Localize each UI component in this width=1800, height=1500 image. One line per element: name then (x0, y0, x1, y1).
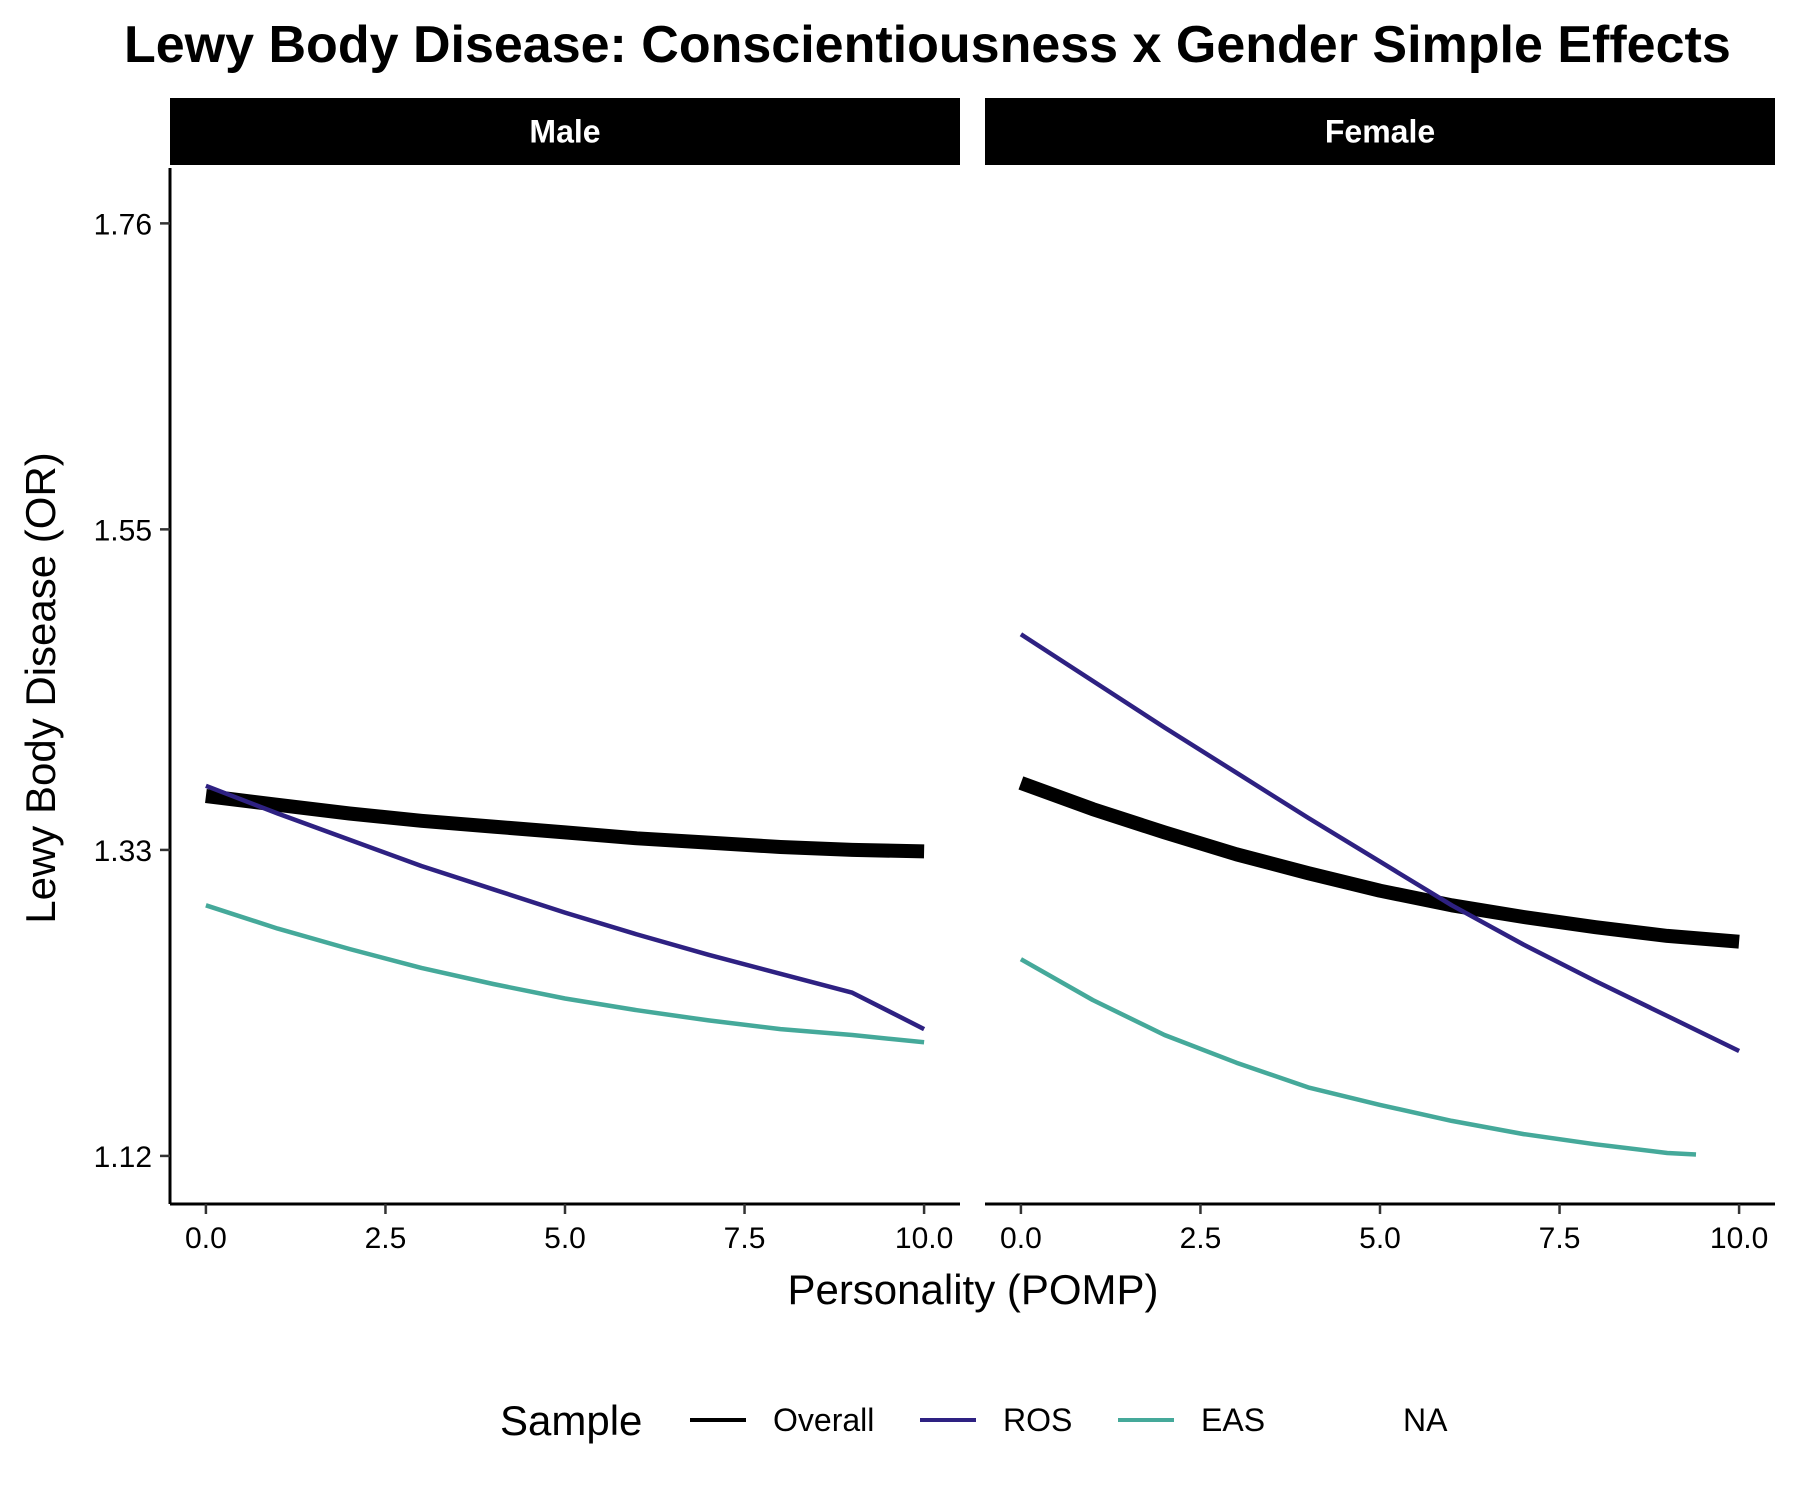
facet-strip (170, 98, 960, 165)
x-tick-label: 7.5 (724, 1222, 766, 1255)
x-axis-title: Personality (POMP) (787, 1266, 1158, 1313)
facet-strip (985, 98, 1775, 165)
legend-title: Sample (500, 1397, 642, 1444)
x-tick-label: 2.5 (1180, 1222, 1222, 1255)
legend: Sample Overall ROS EAS NA (500, 1397, 1448, 1444)
chart-title: Lewy Body Disease: Conscientiousness x G… (124, 16, 1731, 74)
legend-label: NA (1403, 1402, 1448, 1438)
legend-label: Overall (773, 1402, 874, 1438)
series-line-overall-male (205, 789, 925, 859)
legend-entry-ros: ROS (920, 1402, 1072, 1438)
legend-entry-overall: Overall (690, 1402, 874, 1438)
x-tick-label: 10.0 (895, 1222, 953, 1255)
y-tick-label: 1.33 (94, 835, 152, 868)
y-axis-title: Lewy Body Disease (OR) (17, 452, 64, 924)
x-tick-label: 0.0 (185, 1222, 227, 1255)
x-tick-label: 7.5 (1539, 1222, 1581, 1255)
series-line-eas-female (1019, 957, 1697, 1157)
y-tick-label: 1.76 (94, 208, 152, 241)
x-tick-label: 0.0 (1000, 1222, 1042, 1255)
legend-entry-na: NA (1403, 1402, 1448, 1438)
panel-female: Female 0.0 2.5 5.0 7.5 10.0 (985, 98, 1775, 1255)
y-tick-label: 1.12 (94, 1141, 152, 1174)
x-tick-label: 2.5 (365, 1222, 407, 1255)
legend-label: ROS (1003, 1402, 1072, 1438)
legend-label: EAS (1201, 1402, 1265, 1438)
series-line-ros-male (205, 783, 926, 1032)
facet-strip-label: Female (1325, 114, 1435, 150)
facet-panels: Male 0.0 2.5 5.0 7.5 10.0 1.12 1.33 1.55 1.76 Fema… (94, 98, 1775, 1255)
series-line-ros-female (1019, 632, 1741, 1054)
legend-entry-eas: EAS (1118, 1402, 1265, 1438)
x-tick-label: 5.0 (544, 1222, 586, 1255)
panel-male: Male 0.0 2.5 5.0 7.5 10.0 1.12 1.33 1.55 1.76 (94, 98, 960, 1255)
series-line-overall-female (1018, 776, 1740, 949)
x-tick-label: 5.0 (1359, 1222, 1401, 1255)
series-line-eas-male (205, 903, 925, 1045)
y-tick-label: 1.55 (94, 514, 152, 547)
facet-strip-label: Male (529, 114, 600, 150)
x-tick-label: 10.0 (1710, 1222, 1768, 1255)
